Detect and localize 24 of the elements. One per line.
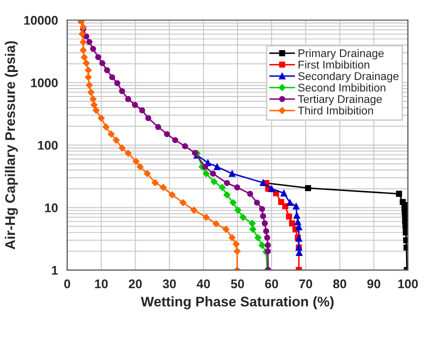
- legend-label: Second Imbibition: [298, 83, 386, 92]
- x-tick-label: 20: [128, 279, 142, 288]
- x-tick-label: 90: [367, 279, 380, 288]
- y-tick-label: 10000: [24, 16, 58, 25]
- x-tick-label: 100: [398, 279, 418, 288]
- legend-label: Tertiary Drainage: [298, 94, 382, 106]
- x-tick-label: 70: [299, 279, 312, 288]
- y-axis-title: Air-Hg Capillary Pressure (psia): [4, 41, 18, 250]
- legend-label: First Imbibition: [298, 60, 370, 69]
- x-tick-label: 30: [162, 279, 176, 288]
- x-axis-title: Wetting Phase Saturation (%): [140, 296, 334, 310]
- x-tick-label: 80: [333, 279, 346, 288]
- y-tick-label: 1: [52, 266, 58, 275]
- legend-label: Secondary Drainage: [298, 72, 399, 82]
- y-tick-label: 100: [38, 140, 58, 150]
- legend-label: Third Imbibition: [298, 106, 373, 115]
- legend-label: Primary Drainage: [298, 49, 384, 60]
- x-tick-label: 50: [230, 279, 244, 288]
- x-tick-label: 60: [265, 279, 278, 288]
- y-tick-label: 10: [45, 203, 58, 212]
- x-tick-label: 10: [95, 279, 108, 288]
- y-tick-label: 1000: [31, 78, 58, 88]
- x-tick-label: 40: [196, 279, 210, 288]
- x-tick-label: 0: [64, 279, 70, 288]
